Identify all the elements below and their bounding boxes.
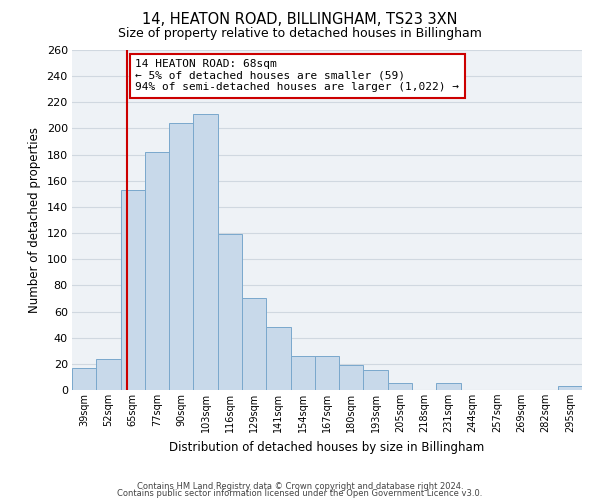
Bar: [121, 190, 145, 390]
Bar: [364, 370, 388, 390]
Text: Contains HM Land Registry data © Crown copyright and database right 2024.: Contains HM Land Registry data © Crown c…: [137, 482, 463, 491]
Y-axis label: Number of detached properties: Number of detached properties: [28, 127, 41, 313]
Bar: [218, 234, 242, 390]
Bar: [266, 327, 290, 390]
Bar: [436, 384, 461, 390]
Bar: [72, 368, 96, 390]
Bar: [558, 386, 582, 390]
Bar: [169, 123, 193, 390]
Text: 14 HEATON ROAD: 68sqm
← 5% of detached houses are smaller (59)
94% of semi-detac: 14 HEATON ROAD: 68sqm ← 5% of detached h…: [135, 59, 459, 92]
Bar: [388, 384, 412, 390]
Text: 14, HEATON ROAD, BILLINGHAM, TS23 3XN: 14, HEATON ROAD, BILLINGHAM, TS23 3XN: [142, 12, 458, 28]
Bar: [145, 152, 169, 390]
X-axis label: Distribution of detached houses by size in Billingham: Distribution of detached houses by size …: [169, 440, 485, 454]
Bar: [290, 356, 315, 390]
Bar: [193, 114, 218, 390]
Bar: [315, 356, 339, 390]
Bar: [96, 358, 121, 390]
Text: Size of property relative to detached houses in Billingham: Size of property relative to detached ho…: [118, 28, 482, 40]
Bar: [242, 298, 266, 390]
Bar: [339, 365, 364, 390]
Text: Contains public sector information licensed under the Open Government Licence v3: Contains public sector information licen…: [118, 490, 482, 498]
